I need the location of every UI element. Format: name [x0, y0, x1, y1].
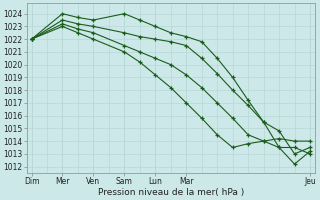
- X-axis label: Pression niveau de la mer( hPa ): Pression niveau de la mer( hPa ): [98, 188, 244, 197]
